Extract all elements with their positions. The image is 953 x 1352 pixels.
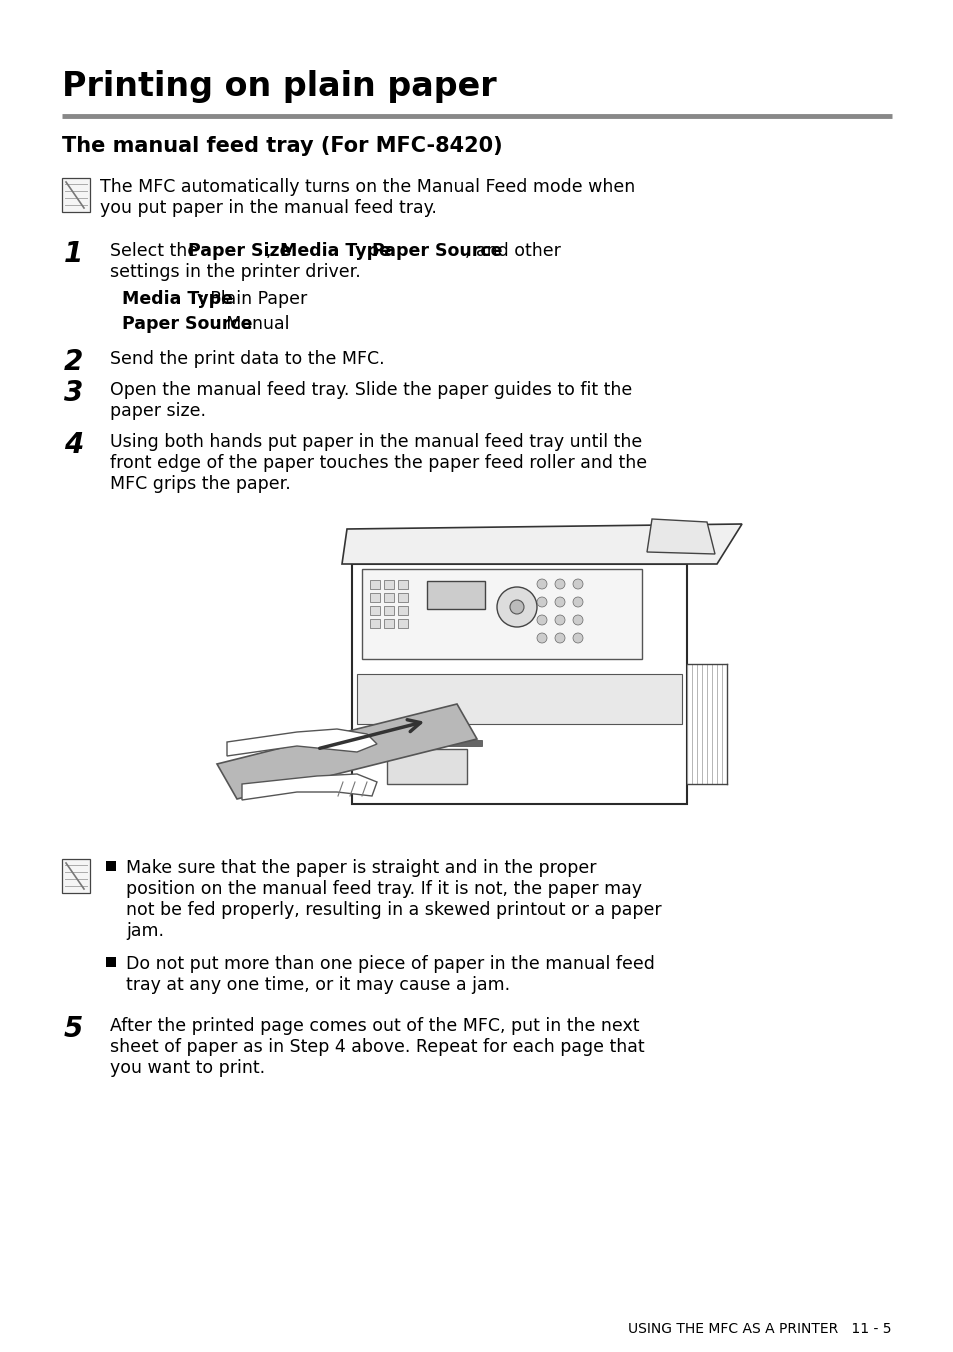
Circle shape (555, 615, 564, 625)
Polygon shape (341, 525, 741, 564)
Text: : Manual: : Manual (214, 315, 289, 333)
Circle shape (510, 600, 523, 614)
Text: , and other: , and other (464, 242, 560, 260)
Text: The MFC automatically turns on the Manual Feed mode when: The MFC automatically turns on the Manua… (100, 178, 635, 196)
Text: 2: 2 (64, 347, 83, 376)
Text: Paper Source: Paper Source (122, 315, 253, 333)
Text: front edge of the paper touches the paper feed roller and the: front edge of the paper touches the pape… (110, 454, 646, 472)
Text: USING THE MFC AS A PRINTER   11 - 5: USING THE MFC AS A PRINTER 11 - 5 (628, 1322, 891, 1336)
Circle shape (555, 598, 564, 607)
Text: Do not put more than one piece of paper in the manual feed: Do not put more than one piece of paper … (126, 955, 654, 973)
Circle shape (555, 579, 564, 589)
Text: sheet of paper as in Step 4 above. Repeat for each page that: sheet of paper as in Step 4 above. Repea… (110, 1038, 644, 1056)
Text: Send the print data to the MFC.: Send the print data to the MFC. (110, 350, 384, 368)
FancyBboxPatch shape (352, 564, 686, 804)
Polygon shape (227, 729, 376, 756)
Text: tray at any one time, or it may cause a jam.: tray at any one time, or it may cause a … (126, 976, 510, 994)
Text: After the printed page comes out of the MFC, put in the next: After the printed page comes out of the … (110, 1017, 639, 1036)
Text: Select the: Select the (110, 242, 203, 260)
Text: Media Type: Media Type (280, 242, 391, 260)
Text: Make sure that the paper is straight and in the proper: Make sure that the paper is straight and… (126, 859, 596, 877)
Circle shape (573, 598, 582, 607)
Bar (356, 675, 681, 725)
Bar (370, 580, 379, 589)
Bar (427, 581, 484, 608)
FancyBboxPatch shape (361, 569, 641, 658)
Bar (397, 619, 408, 627)
Bar (384, 606, 394, 615)
Bar (62, 859, 90, 894)
Bar (106, 957, 116, 967)
Bar (62, 178, 90, 212)
Bar (370, 606, 379, 615)
Polygon shape (242, 773, 376, 800)
Text: The manual feed tray (For MFC-8420): The manual feed tray (For MFC-8420) (62, 137, 502, 155)
Bar (397, 580, 408, 589)
Bar (384, 619, 394, 627)
Text: Printing on plain paper: Printing on plain paper (62, 70, 497, 103)
Text: : Plain Paper: : Plain Paper (199, 289, 308, 308)
Bar (397, 594, 408, 602)
Text: ,: , (266, 242, 276, 260)
Text: jam.: jam. (126, 922, 164, 940)
Text: paper size.: paper size. (110, 402, 206, 420)
Text: you put paper in the manual feed tray.: you put paper in the manual feed tray. (100, 199, 436, 218)
Bar (381, 740, 481, 746)
Bar (384, 580, 394, 589)
Text: not be fed properly, resulting in a skewed printout or a paper: not be fed properly, resulting in a skew… (126, 900, 661, 919)
Text: position on the manual feed tray. If it is not, the paper may: position on the manual feed tray. If it … (126, 880, 641, 898)
Text: Open the manual feed tray. Slide the paper guides to fit the: Open the manual feed tray. Slide the pap… (110, 381, 632, 399)
Circle shape (537, 633, 546, 644)
Text: settings in the printer driver.: settings in the printer driver. (110, 264, 360, 281)
Circle shape (497, 587, 537, 627)
Bar (106, 861, 116, 871)
Circle shape (555, 633, 564, 644)
Text: you want to print.: you want to print. (110, 1059, 265, 1078)
Circle shape (573, 633, 582, 644)
Bar (397, 606, 408, 615)
Text: 5: 5 (64, 1015, 83, 1042)
Text: ,: , (357, 242, 368, 260)
Bar (387, 749, 467, 784)
Text: 4: 4 (64, 431, 83, 458)
Bar (370, 619, 379, 627)
Text: 3: 3 (64, 379, 83, 407)
Text: Paper Size: Paper Size (188, 242, 292, 260)
Bar (384, 594, 394, 602)
Circle shape (573, 615, 582, 625)
Circle shape (537, 579, 546, 589)
Text: 1: 1 (64, 241, 83, 268)
Text: Media Type: Media Type (122, 289, 233, 308)
Circle shape (573, 579, 582, 589)
Text: Paper Source: Paper Source (372, 242, 502, 260)
Text: MFC grips the paper.: MFC grips the paper. (110, 475, 291, 493)
Text: Using both hands put paper in the manual feed tray until the: Using both hands put paper in the manual… (110, 433, 641, 452)
Polygon shape (216, 704, 477, 799)
Circle shape (537, 598, 546, 607)
Circle shape (537, 615, 546, 625)
Polygon shape (646, 519, 714, 554)
Bar (370, 594, 379, 602)
